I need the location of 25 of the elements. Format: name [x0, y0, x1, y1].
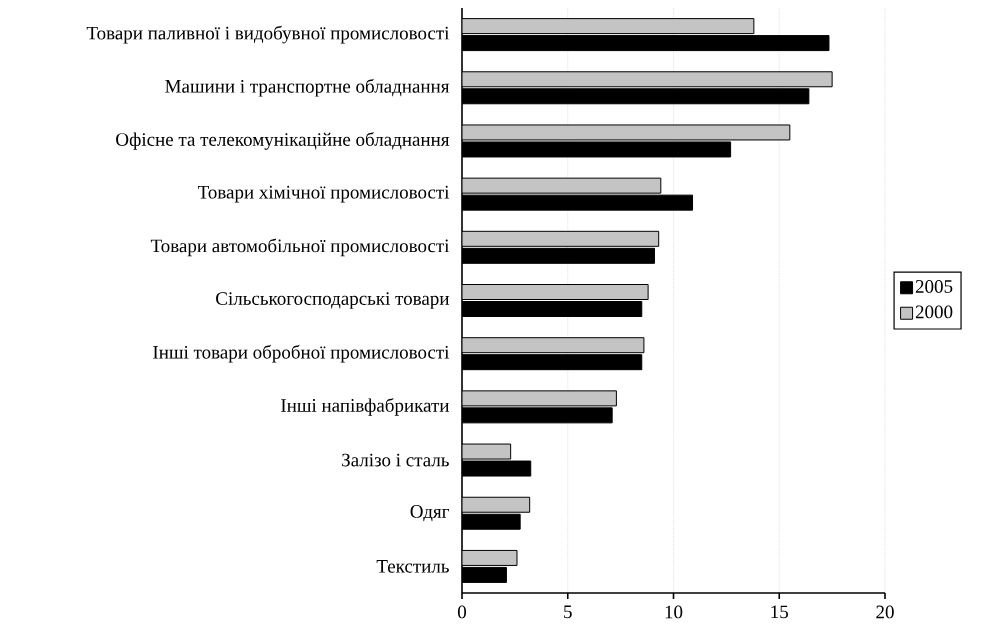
x-tick-label: 0	[457, 605, 467, 619]
y-tick-label: Залізо і сталь	[342, 453, 449, 467]
y-tick-label: Інші напівфабрикати	[281, 398, 450, 416]
y-tick-label: Офісне та телекомунікаційне обладнання	[116, 132, 450, 150]
y-tick-label: Машини і транспортне обладнання	[165, 78, 450, 97]
y-tick-label: Одяг	[410, 505, 449, 522]
y-tick-label: Текстиль	[376, 560, 449, 573]
bar	[462, 337, 645, 354]
x-tick-label: 15	[771, 605, 789, 619]
x-tick-label: 5	[564, 605, 572, 619]
legend-label: 2005	[915, 280, 953, 293]
x-tick-label: 20	[876, 605, 894, 619]
y-tick-label: Інші товари обробної промисловості	[153, 344, 450, 363]
bar	[462, 18, 755, 35]
legend-label: 2000	[915, 305, 953, 319]
x-tick-label: 10	[665, 605, 683, 619]
y-tick-label: Товари паливної і видобувної промисловості	[86, 25, 450, 44]
y-tick-label: Сільськогосподарські товари	[216, 292, 450, 309]
bar	[462, 230, 660, 247]
y-tick-label: Товари автомобільної промисловості	[150, 238, 450, 257]
bar	[462, 284, 649, 301]
y-tick-label: Товари хімічної промисловості	[197, 185, 450, 203]
bar	[462, 549, 518, 566]
bar	[462, 496, 531, 513]
bar	[462, 71, 833, 88]
